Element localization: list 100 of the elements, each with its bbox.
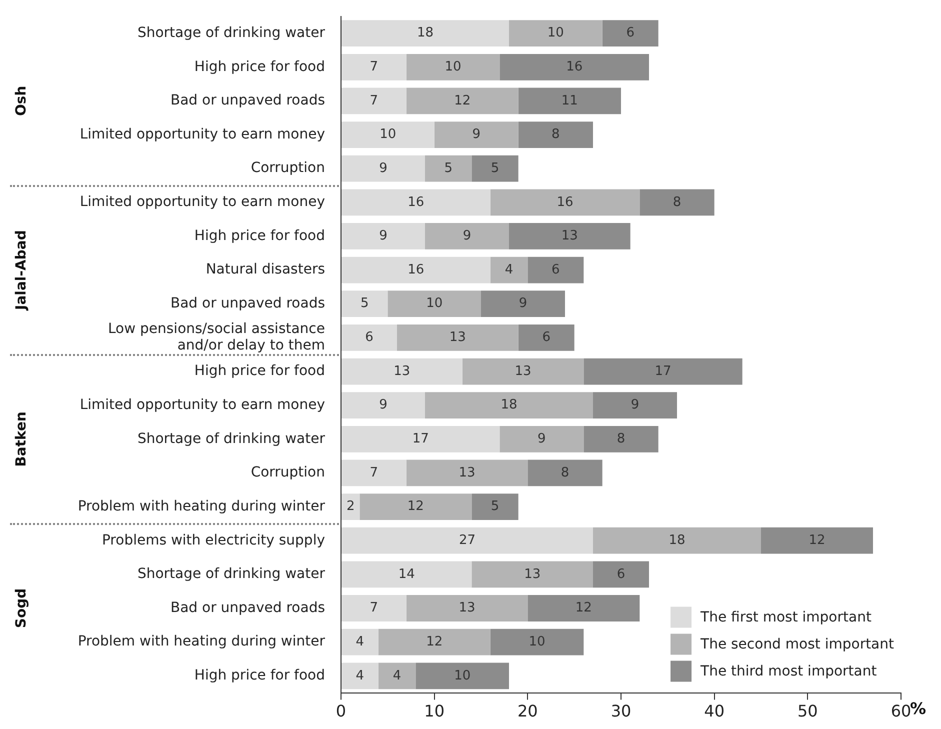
bar (490, 628, 584, 656)
bar (406, 595, 528, 622)
data-label: 13 (524, 566, 541, 582)
data-label: 9 (379, 398, 388, 413)
bar (342, 628, 378, 656)
bar (593, 527, 761, 554)
bar (342, 155, 425, 182)
y-tick-label: Limited opportunity to earn money (80, 126, 325, 142)
data-label: 8 (672, 194, 682, 210)
data-label: 13 (561, 228, 578, 244)
data-label: 6 (616, 566, 626, 582)
bar (342, 223, 425, 250)
y-tick-label: Limited opportunity to earn money (80, 194, 325, 210)
bar (342, 392, 425, 419)
data-label: 10 (528, 634, 546, 650)
data-label: 5 (444, 160, 452, 176)
data-label: 12 (454, 93, 471, 108)
data-label: 13 (514, 364, 532, 379)
bar (593, 392, 677, 419)
bar (518, 88, 621, 114)
bar (509, 223, 630, 250)
data-label: 16 (566, 60, 583, 75)
data-label: 12 (808, 532, 826, 548)
y-tick-label: Bad or unpaved roads (170, 296, 325, 312)
x-tick-label: 0 (336, 702, 346, 721)
bar (397, 324, 518, 351)
data-label: 6 (552, 262, 560, 278)
data-label: 10 (454, 668, 471, 684)
y-tick-label: Shortage of drinking water (137, 24, 326, 41)
bar (602, 20, 658, 46)
y-tick-label: Limited opportunity to earn money (80, 396, 325, 413)
bar (509, 20, 602, 46)
y-tick-label: Shortage of drinking water (137, 566, 326, 582)
data-label: 7 (370, 465, 378, 480)
data-label: 7 (370, 60, 378, 75)
text: Osh (14, 86, 30, 116)
y-tick-label: Problem with heating during winter (78, 634, 326, 650)
data-label: 4 (356, 634, 364, 650)
bar (593, 561, 649, 588)
legend-label: The first most important (700, 609, 872, 626)
data-label: 10 (444, 60, 462, 75)
x-tick-label: 20 (517, 702, 538, 721)
bar (481, 290, 565, 318)
bar (472, 561, 593, 588)
bar (425, 392, 593, 419)
bar (490, 189, 640, 216)
data-label: 13 (458, 600, 476, 616)
data-label: 6 (542, 330, 550, 346)
data-label: 9 (472, 127, 480, 142)
data-label: 18 (416, 26, 434, 41)
bar (342, 494, 360, 520)
legend-label: The third most important (700, 663, 878, 680)
y-tick-label: Corruption (250, 160, 325, 176)
data-label: 9 (379, 228, 388, 244)
bar (378, 628, 490, 656)
data-label: 4 (356, 668, 364, 684)
bar (518, 122, 593, 148)
data-label: 7 (370, 600, 378, 616)
bar (342, 20, 509, 46)
data-label: 13 (449, 330, 466, 346)
bar (500, 54, 649, 80)
y-tick-label: Shortage of drinking water (137, 430, 326, 447)
bar (472, 494, 518, 520)
bar (528, 460, 602, 486)
bar (342, 122, 434, 148)
bar (342, 595, 406, 622)
bar (342, 290, 388, 318)
x-tick-label: 30 (610, 702, 632, 721)
legend-label: The second most important (700, 636, 895, 652)
data-label: 6 (626, 26, 634, 41)
data-label: 18 (668, 532, 686, 548)
data-label: 13 (394, 364, 410, 379)
bar (378, 662, 416, 690)
data-label: 9 (538, 432, 546, 447)
y-tick-label: Low pensions/social assistance and/or delay to them (108, 320, 325, 354)
data-label: 5 (490, 499, 500, 514)
data-label: 18 (500, 398, 518, 413)
bar (342, 426, 500, 452)
bar (584, 426, 658, 452)
data-label: 5 (490, 160, 500, 176)
y-tick-label: Bad or unpaved roads (170, 92, 325, 109)
bar (342, 256, 490, 284)
data-label: 13 (458, 465, 476, 480)
bar (490, 256, 528, 284)
data-label: 9 (630, 398, 640, 413)
data-label: 14 (398, 566, 415, 582)
x-tick-label: 60 (890, 702, 912, 721)
bar (406, 460, 528, 486)
bar (342, 527, 593, 554)
data-label: 17 (412, 432, 429, 447)
data-label: 7 (370, 93, 378, 108)
bar (761, 527, 873, 554)
bar (518, 324, 574, 351)
bar (584, 358, 742, 385)
bar (462, 358, 584, 385)
data-label: 12 (575, 600, 592, 616)
data-label: 8 (560, 465, 570, 480)
data-label: 2 (346, 499, 355, 514)
bar (360, 494, 472, 520)
data-label: 6 (365, 330, 374, 346)
